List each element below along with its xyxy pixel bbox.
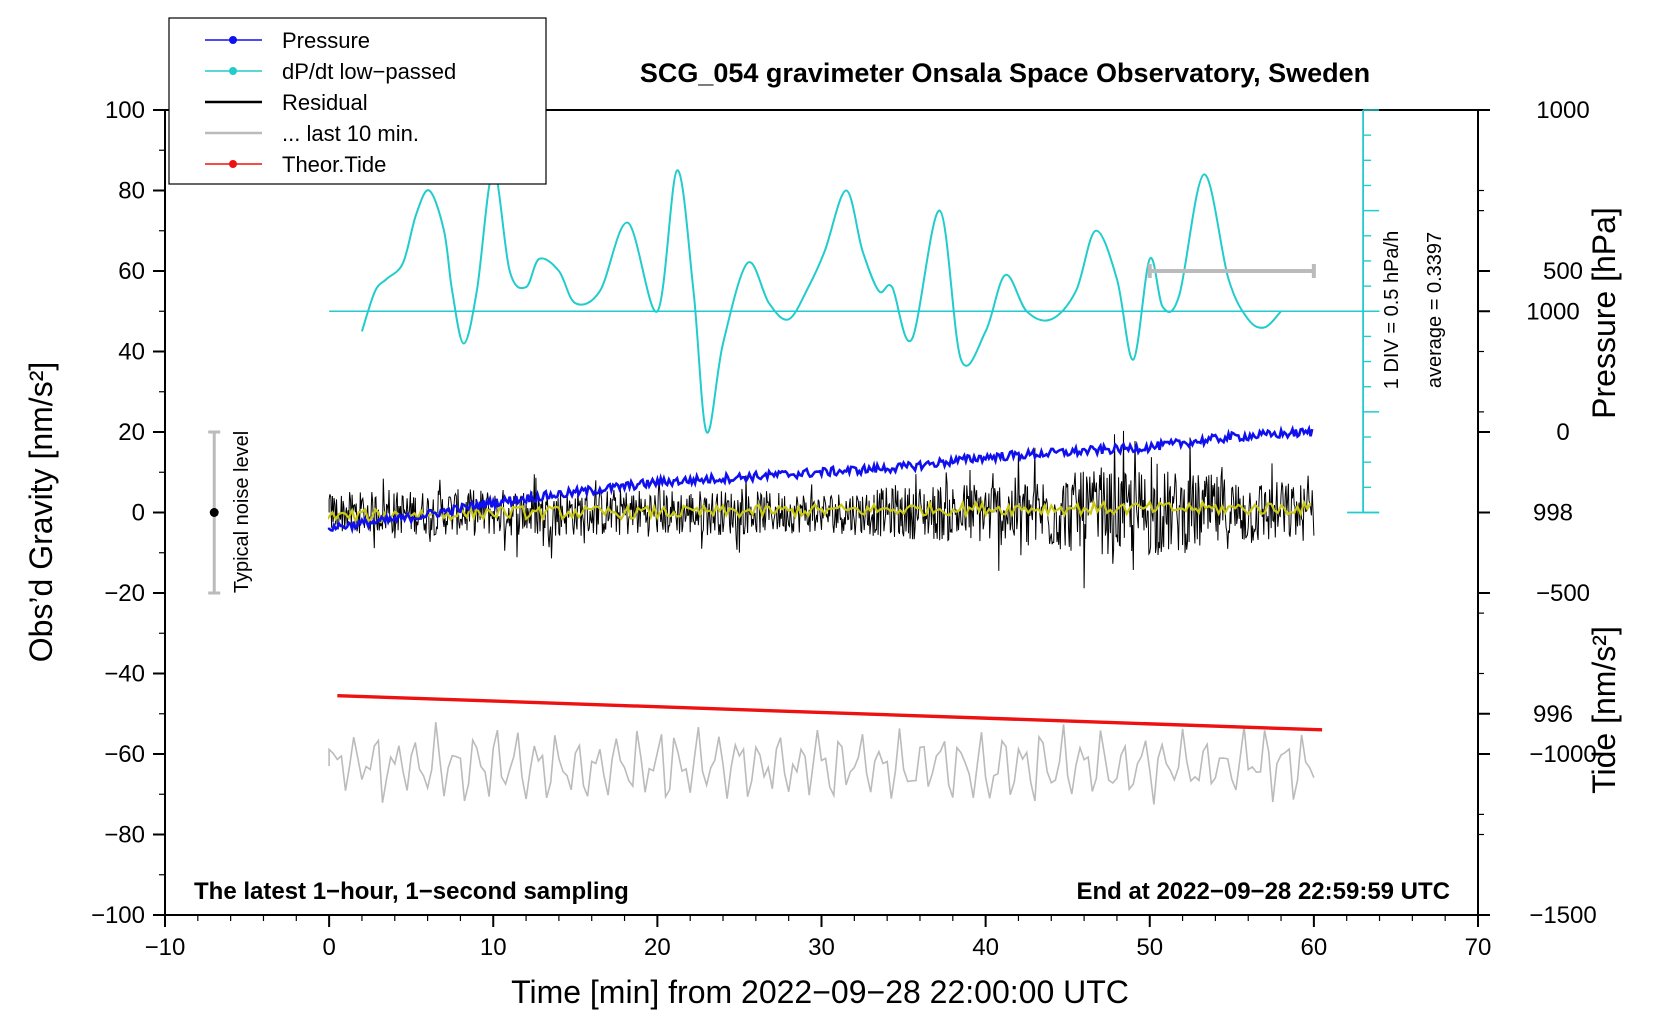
- y-tick-label-1: −80: [104, 822, 145, 849]
- noise-bar-point: [209, 508, 219, 517]
- y-tick-label-0: −100: [91, 902, 145, 929]
- series-layer: [327, 169, 1380, 805]
- tide-tick-label-0: −1500: [1529, 902, 1596, 929]
- x-axis-title: Time [min] from 2022−09−28 22:00:00 UTC: [511, 974, 1129, 1010]
- y-tick-label-6: 20: [118, 419, 145, 446]
- x-tick-label-1: 0: [322, 934, 335, 961]
- average-label: average = 0.3397: [1424, 232, 1446, 388]
- legend-label-tide: Theor.Tide: [282, 152, 386, 177]
- legend-marker-tide: [229, 160, 237, 168]
- tide-tick-label-3: 0: [1556, 419, 1569, 446]
- series-residual: [328, 430, 1315, 589]
- div-label: 1 DIV = 0.5 hPa/h: [1381, 231, 1403, 389]
- legend-marker-dpdt: [229, 67, 237, 75]
- series-dpdt-low-passed: [360, 169, 1282, 434]
- y-axis-title-tide: Tide [nm/s²]: [1586, 626, 1622, 794]
- series-theor-tide: [337, 693, 1323, 732]
- noise-level-label: Typical noise level: [231, 431, 253, 593]
- y-tick-label-9: 80: [118, 178, 145, 205]
- y-tick-label-2: −60: [104, 741, 145, 768]
- pressure-tick-label-1: 998: [1533, 500, 1573, 527]
- y-axis-title-left: Obs’d Gravity [nm/s²]: [23, 362, 59, 663]
- y-tick-label-5: 0: [132, 500, 145, 527]
- tick-layer: −10 0 10 20 30 40 50 60 70−100−80−60−40−20020406…: [91, 97, 1597, 961]
- x-tick-label-7: 60: [1301, 934, 1328, 961]
- pressure-tick-label-2: 1000: [1526, 298, 1579, 325]
- x-tick-label-8: 70: [1465, 934, 1492, 961]
- x-tick-label-6: 50: [1136, 934, 1163, 961]
- tide-tick-label-4: 500: [1543, 258, 1583, 285]
- pressure-tick-label-0: 996: [1533, 701, 1573, 728]
- y-tick-label-10: 100: [105, 97, 145, 124]
- x-tick-label-5: 40: [972, 934, 999, 961]
- y-tick-label-4: −20: [104, 580, 145, 607]
- series-last-10-min: [328, 722, 1315, 805]
- tide-tick-label-2: −500: [1536, 580, 1590, 607]
- tide-tick-label-5: 1000: [1536, 97, 1589, 124]
- y-axis-title-pressure: Pressure [hPa]: [1586, 207, 1622, 419]
- end-time-note: End at 2022−09−28 22:59:59 UTC: [1076, 878, 1450, 905]
- legend-label-last10: ... last 10 min.: [282, 121, 419, 146]
- legend-marker-pressure: [229, 36, 237, 44]
- x-tick-label-4: 30: [808, 934, 835, 961]
- legend-label-residual: Residual: [282, 90, 368, 115]
- marks-layer: [208, 109, 1380, 595]
- x-tick-label-0: −10: [145, 934, 186, 961]
- legend: Pressure dP/dt low−passed Residual ... l…: [168, 17, 547, 185]
- series-pressure: [327, 424, 1314, 535]
- legend-label-pressure: Pressure: [282, 28, 370, 53]
- sampling-note: The latest 1−hour, 1−second sampling: [194, 878, 629, 905]
- y-tick-label-8: 60: [118, 258, 145, 285]
- y-tick-label-7: 40: [118, 339, 145, 366]
- tide-tick-label-1: −1000: [1529, 741, 1596, 768]
- chart-title: SCG_054 gravimeter Onsala Space Observat…: [640, 58, 1370, 88]
- x-tick-label-3: 20: [644, 934, 671, 961]
- y-tick-label-3: −40: [104, 661, 145, 688]
- legend-label-dpdt: dP/dt low−passed: [282, 59, 456, 84]
- x-tick-label-2: 10: [480, 934, 507, 961]
- series-residual-smoothed: [328, 498, 1312, 525]
